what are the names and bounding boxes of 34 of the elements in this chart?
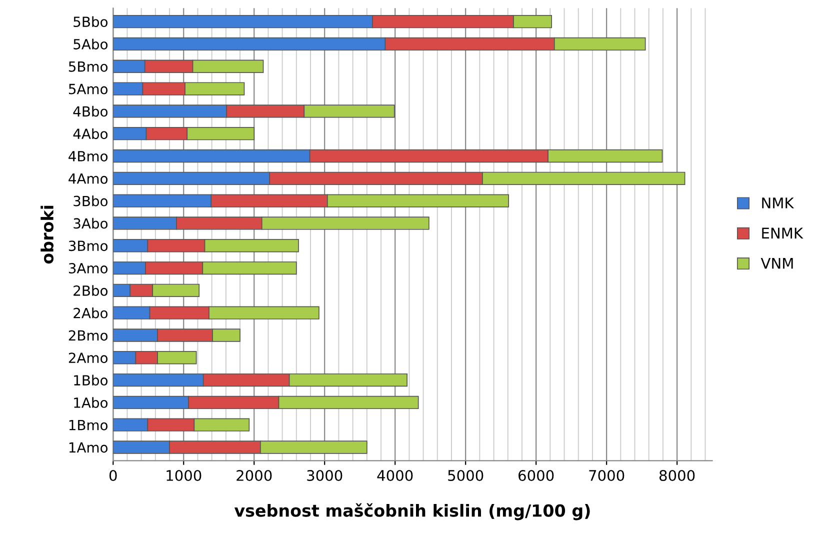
y-tick-label: 1Bbo bbox=[74, 374, 108, 386]
y-tick-label: 1Abo bbox=[74, 397, 108, 408]
x-tick-label: 6000 bbox=[518, 470, 554, 482]
y-tick-label: 4Amo bbox=[68, 174, 108, 184]
legend-label: ENMK bbox=[762, 228, 804, 238]
y-tick-label: 4Bmo bbox=[68, 151, 108, 162]
y-tick-label: 2Bbo bbox=[74, 285, 108, 296]
y-tick-label: 3Bmo bbox=[68, 240, 108, 252]
x-tick-label: 2000 bbox=[236, 470, 272, 482]
y-tick-label: 1Bmo bbox=[69, 420, 108, 430]
x-tick-label: 0 bbox=[109, 470, 117, 482]
y-tick-label: 5Bmo bbox=[68, 62, 108, 72]
x-tick-label: 4000 bbox=[377, 470, 413, 482]
y-axis-title: obroki bbox=[40, 206, 54, 264]
y-tick-label: 1Amo bbox=[69, 442, 108, 453]
y-tick-label: 2Bmo bbox=[68, 330, 108, 341]
y-tick-label: 5Amo bbox=[68, 84, 108, 94]
y-tick-label: 5Abo bbox=[74, 38, 108, 50]
legend-label: VNM bbox=[760, 258, 793, 269]
legend-label: NMK bbox=[762, 198, 794, 208]
y-tick-label: 4Abo bbox=[73, 128, 108, 140]
y-tick-label: 4Bbo bbox=[73, 106, 108, 117]
x-tick-label: 5000 bbox=[448, 470, 484, 482]
y-tick-label: 2Abo bbox=[74, 308, 108, 318]
x-tick-label: 3000 bbox=[307, 470, 342, 482]
x-tick-label: 1000 bbox=[166, 470, 202, 482]
x-axis-title: vsebnost maščobnih kislin (mg/100 g) bbox=[234, 503, 590, 520]
y-tick-label: 3Bbo bbox=[74, 196, 108, 206]
y-tick-label: 5Bbo bbox=[74, 16, 108, 28]
y-tick-label: 2Amo bbox=[68, 352, 108, 364]
y-tick-label: 3Amo bbox=[68, 262, 108, 274]
y-tick-label: 3Abo bbox=[74, 218, 108, 229]
x-tick-label: 7000 bbox=[589, 470, 624, 482]
x-tick-label: 8000 bbox=[659, 470, 695, 482]
